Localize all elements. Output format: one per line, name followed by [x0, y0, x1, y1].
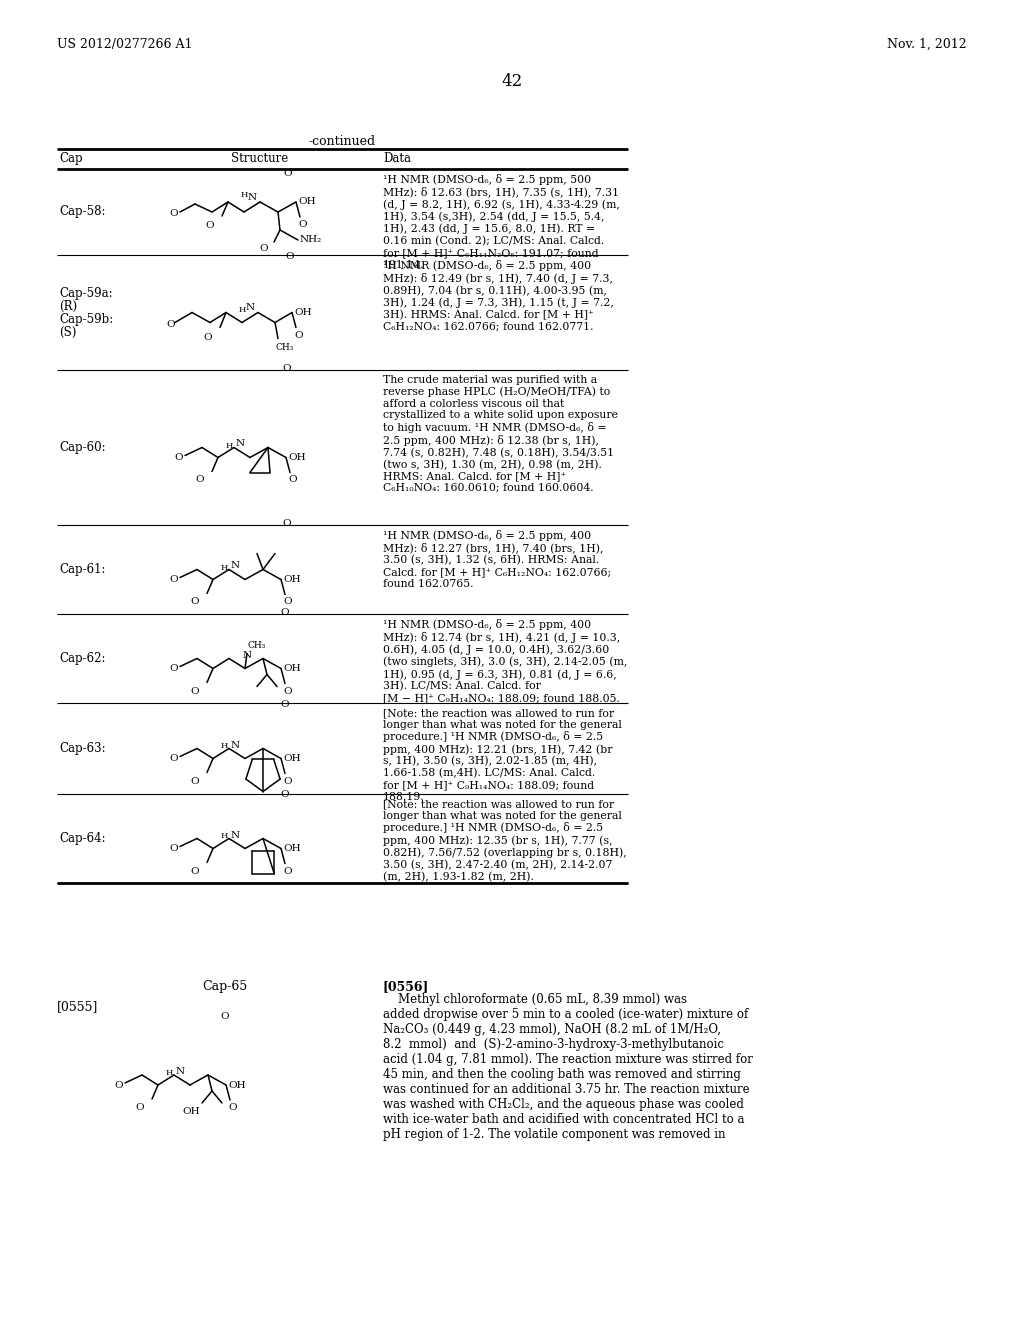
Text: The crude material was purified with a
reverse phase HPLC (H₂O/MeOH/TFA) to
affo: The crude material was purified with a r… — [383, 375, 618, 494]
Text: O: O — [169, 754, 178, 763]
Text: CH₃: CH₃ — [276, 342, 294, 351]
Text: ¹H NMR (DMSO-d₆, δ = 2.5 ppm, 500
MHz): δ 12.63 (brs, 1H), 7.35 (s, 1H), 7.31
(d: ¹H NMR (DMSO-d₆, δ = 2.5 ppm, 500 MHz): … — [383, 174, 620, 269]
Text: H: H — [166, 1069, 173, 1077]
Text: OH: OH — [283, 664, 301, 673]
Text: O: O — [221, 1012, 229, 1020]
Text: O: O — [166, 319, 175, 329]
Text: O: O — [284, 169, 292, 178]
Text: O: O — [115, 1081, 123, 1089]
Text: O: O — [169, 843, 178, 853]
Text: O: O — [281, 789, 290, 799]
Text: O: O — [283, 866, 292, 875]
Text: O: O — [286, 252, 294, 261]
Text: Cap-60:: Cap-60: — [59, 441, 105, 454]
Text: NH₂: NH₂ — [300, 235, 323, 244]
Text: Data: Data — [383, 152, 411, 165]
Text: OH: OH — [283, 576, 301, 583]
Text: O: O — [190, 686, 199, 696]
Text: 42: 42 — [502, 73, 522, 90]
Text: H: H — [220, 833, 228, 841]
Text: US 2012/0277266 A1: US 2012/0277266 A1 — [57, 38, 193, 51]
Text: ¹H NMR (DMSO-d₆, δ = 2.5 ppm, 400
MHz): δ 12.49 (br s, 1H), 7.40 (d, J = 7.3,
0.: ¹H NMR (DMSO-d₆, δ = 2.5 ppm, 400 MHz): … — [383, 260, 613, 331]
Text: Structure: Structure — [231, 152, 289, 165]
Text: -continued: -continued — [308, 135, 376, 148]
Text: ¹H NMR (DMSO-d₆, δ = 2.5 ppm, 400
MHz): δ 12.27 (brs, 1H), 7.40 (brs, 1H),
3.50 : ¹H NMR (DMSO-d₆, δ = 2.5 ppm, 400 MHz): … — [383, 531, 611, 589]
Text: N: N — [231, 830, 240, 840]
Text: O: O — [190, 866, 199, 875]
Text: N: N — [231, 741, 240, 750]
Text: O: O — [259, 244, 268, 253]
Text: N: N — [176, 1067, 185, 1076]
Text: O: O — [283, 519, 291, 528]
Text: O: O — [169, 576, 178, 583]
Text: N: N — [243, 651, 252, 660]
Text: [Note: the reaction was allowed to run for
longer than what was noted for the ge: [Note: the reaction was allowed to run f… — [383, 799, 627, 882]
Text: O: O — [281, 700, 290, 709]
Text: (R): (R) — [59, 300, 77, 313]
Text: ¹H NMR (DMSO-d₆, δ = 2.5 ppm, 400
MHz): δ 12.74 (br s, 1H), 4.21 (d, J = 10.3,
0: ¹H NMR (DMSO-d₆, δ = 2.5 ppm, 400 MHz): … — [383, 619, 628, 704]
Text: Cap-59b:: Cap-59b: — [59, 313, 114, 326]
Text: O: O — [196, 475, 204, 484]
Text: O: O — [206, 220, 214, 230]
Text: O: O — [190, 598, 199, 606]
Text: H: H — [220, 742, 228, 751]
Text: (S): (S) — [59, 326, 77, 338]
Text: O: O — [294, 330, 303, 339]
Text: H: H — [225, 441, 233, 450]
Text: OH: OH — [294, 308, 311, 317]
Text: O: O — [288, 475, 297, 484]
Text: Methyl chloroformate (0.65 mL, 8.39 mmol) was
added dropwise over 5 min to a coo: Methyl chloroformate (0.65 mL, 8.39 mmol… — [383, 993, 753, 1140]
Text: N: N — [248, 193, 257, 202]
Text: O: O — [283, 598, 292, 606]
Text: O: O — [169, 209, 178, 218]
Text: Cap-65: Cap-65 — [203, 979, 248, 993]
Text: H: H — [220, 564, 228, 572]
Text: OH: OH — [283, 754, 301, 763]
Text: O: O — [135, 1104, 144, 1111]
Text: [Note: the reaction was allowed to run for
longer than what was noted for the ge: [Note: the reaction was allowed to run f… — [383, 708, 622, 801]
Text: [0556]: [0556] — [383, 979, 429, 993]
Text: O: O — [204, 333, 212, 342]
Text: O: O — [283, 364, 291, 374]
Text: [0555]: [0555] — [57, 1001, 98, 1012]
Text: Cap-58:: Cap-58: — [59, 206, 105, 219]
Text: CH₃: CH₃ — [248, 642, 266, 651]
Text: Cap: Cap — [59, 152, 83, 165]
Text: N: N — [236, 440, 245, 449]
Text: H: H — [241, 191, 248, 199]
Text: Cap-61:: Cap-61: — [59, 564, 105, 576]
Text: OH: OH — [283, 843, 301, 853]
Text: Cap-62:: Cap-62: — [59, 652, 105, 665]
Text: O: O — [228, 1104, 237, 1111]
Text: Cap-63:: Cap-63: — [59, 742, 105, 755]
Text: OH: OH — [228, 1081, 246, 1089]
Text: H: H — [239, 306, 246, 314]
Text: N: N — [231, 561, 240, 570]
Text: Cap-59a:: Cap-59a: — [59, 286, 113, 300]
Text: O: O — [283, 776, 292, 785]
Text: OH: OH — [298, 198, 315, 206]
Text: Nov. 1, 2012: Nov. 1, 2012 — [888, 38, 967, 51]
Text: O: O — [169, 664, 178, 673]
Text: N: N — [246, 304, 255, 313]
Text: O: O — [190, 776, 199, 785]
Text: OH: OH — [288, 453, 305, 462]
Text: Cap-64:: Cap-64: — [59, 832, 105, 845]
Text: O: O — [298, 220, 306, 228]
Text: O: O — [174, 453, 183, 462]
Text: OH: OH — [182, 1107, 200, 1115]
Text: O: O — [281, 609, 290, 616]
Text: O: O — [283, 686, 292, 696]
